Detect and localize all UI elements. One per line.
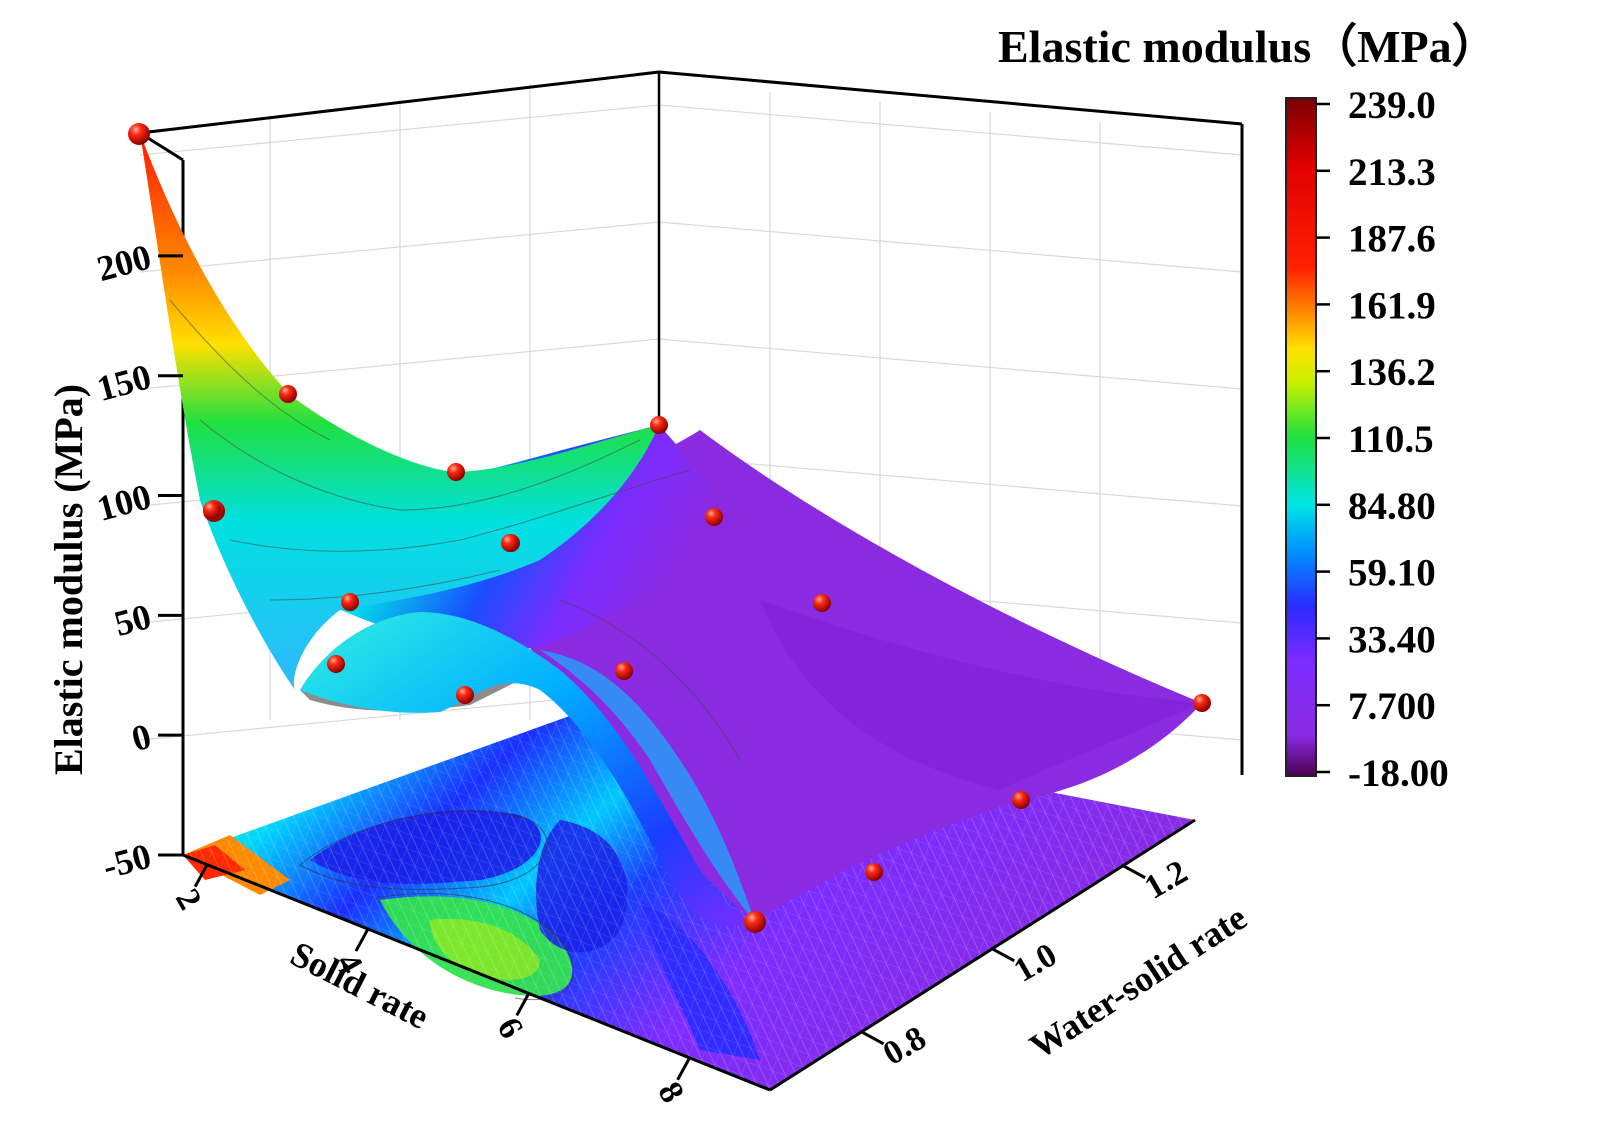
measured-points: [128, 123, 1211, 933]
measured-point: [705, 508, 723, 526]
measured-point: [279, 385, 297, 403]
measured-point: [327, 655, 345, 673]
measured-point: [1193, 694, 1211, 712]
x-tick: 8: [650, 1057, 691, 1109]
z-axis-label: Elastic modulus (MPa): [46, 384, 91, 775]
colorbar-tick: 84.80: [1316, 485, 1436, 528]
colorbar-tick: 33.40: [1316, 618, 1436, 661]
measured-point: [341, 593, 359, 611]
colorbar-tick: 7.700: [1316, 685, 1436, 728]
colorbar-tick-label: 187.6: [1348, 218, 1436, 261]
colorbar-tick-label: 84.80: [1348, 485, 1436, 528]
x-tick-label: 8: [650, 1076, 691, 1109]
colorbar-ticks: 239.0 213.3 187.6 161.9 136.2 110.5 84.80 59.10…: [1316, 84, 1449, 795]
colorbar-tick: 59.10: [1316, 552, 1436, 595]
colorbar-gradient: [1285, 97, 1317, 777]
measured-point: [615, 662, 633, 680]
colorbar-tick: 213.3: [1316, 151, 1436, 194]
colorbar-tick-label: 59.10: [1348, 552, 1436, 595]
x-tick: 6: [490, 992, 531, 1045]
colorbar-tick: 136.2: [1316, 351, 1436, 394]
colorbar-tick: -18.00: [1316, 752, 1449, 795]
measured-point: [744, 911, 766, 933]
y-tick: 0.8: [860, 1019, 932, 1073]
measured-point: [203, 501, 221, 519]
colorbar-tick-label: 33.40: [1348, 618, 1436, 661]
colorbar-tick-label: 136.2: [1348, 351, 1436, 394]
x-tick-label: 6: [490, 1012, 531, 1045]
colorbar-tick: 161.9: [1316, 284, 1436, 327]
measured-point: [650, 416, 668, 434]
colorbar-tick-label: 161.9: [1348, 284, 1436, 327]
colorbar-title: Elastic modulus（MPa）: [998, 21, 1498, 72]
y-tick-label: 0.8: [877, 1019, 932, 1072]
colorbar-tick-label: 213.3: [1348, 151, 1436, 194]
colorbar: Elastic modulus（MPa） 239.0 213.3 187.6 161.…: [998, 21, 1498, 795]
measured-point: [447, 463, 465, 481]
measured-point: [501, 534, 519, 552]
measured-point: [128, 123, 150, 145]
colorbar-tick-label: -18.00: [1348, 752, 1449, 795]
colorbar-tick: 110.5: [1316, 418, 1434, 461]
response-surface: [140, 133, 1202, 927]
colorbar-tick-label: 239.0: [1348, 84, 1436, 127]
measured-point: [813, 594, 831, 612]
z-tick: 0: [127, 716, 183, 759]
colorbar-tick: 239.0: [1316, 84, 1436, 127]
measured-point: [456, 686, 474, 704]
colorbar-tick-label: 110.5: [1348, 418, 1434, 461]
measured-point: [1012, 791, 1030, 809]
colorbar-tick-label: 7.700: [1348, 685, 1436, 728]
colorbar-tick: 187.6: [1316, 218, 1436, 261]
measured-point: [865, 863, 883, 881]
